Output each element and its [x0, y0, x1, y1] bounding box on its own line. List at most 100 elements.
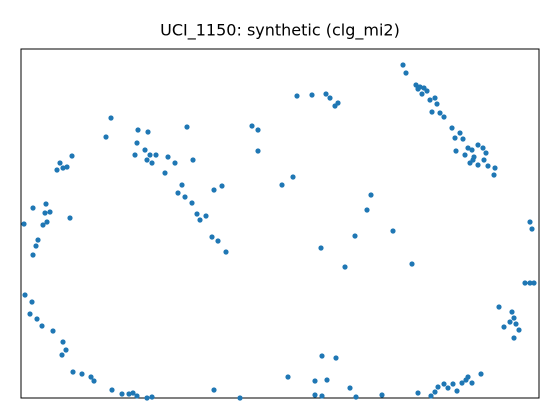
point: [492, 165, 498, 171]
point: [450, 381, 456, 387]
point: [194, 211, 200, 217]
point: [429, 109, 435, 115]
point: [39, 323, 45, 329]
point: [364, 207, 370, 213]
point: [30, 252, 36, 258]
point: [390, 228, 396, 234]
point: [309, 92, 315, 98]
point: [531, 280, 537, 286]
point: [516, 327, 522, 333]
point: [22, 292, 28, 298]
point: [507, 319, 513, 325]
point: [453, 148, 459, 154]
point: [249, 123, 255, 129]
point: [511, 335, 517, 341]
point: [69, 153, 75, 159]
point: [153, 152, 159, 158]
plot-frame: [20, 48, 540, 399]
point: [462, 152, 468, 158]
point: [67, 215, 73, 221]
point: [237, 395, 243, 401]
point: [43, 201, 49, 207]
point: [60, 339, 66, 345]
point: [172, 160, 178, 166]
point: [44, 219, 50, 225]
point: [279, 182, 285, 188]
point: [190, 157, 196, 163]
point: [432, 95, 438, 101]
point: [209, 234, 215, 240]
point: [59, 352, 65, 358]
point: [435, 384, 441, 390]
point: [441, 114, 447, 120]
point: [467, 160, 473, 166]
point: [475, 162, 481, 168]
point: [144, 157, 150, 163]
point: [469, 380, 475, 386]
point: [445, 385, 451, 391]
point: [119, 391, 125, 397]
point: [483, 150, 489, 156]
point: [149, 394, 155, 400]
point: [460, 136, 466, 142]
point: [454, 388, 460, 394]
point: [165, 154, 171, 160]
point: [324, 377, 330, 383]
point: [312, 378, 318, 384]
point: [184, 124, 190, 130]
point: [30, 205, 36, 211]
point: [27, 311, 33, 317]
point: [223, 249, 229, 255]
point: [491, 172, 497, 178]
point: [197, 217, 203, 223]
point: [428, 393, 434, 399]
point: [132, 152, 138, 158]
point: [415, 86, 421, 92]
point: [452, 135, 458, 141]
point: [323, 91, 329, 97]
point: [215, 238, 221, 244]
point: [162, 170, 168, 176]
point: [33, 243, 39, 249]
point: [419, 91, 425, 97]
point: [449, 125, 455, 131]
point: [255, 148, 261, 154]
point: [147, 152, 153, 158]
point: [400, 62, 406, 68]
point: [437, 110, 443, 116]
point: [327, 95, 333, 101]
point: [480, 145, 486, 151]
point: [432, 389, 438, 395]
point: [203, 213, 209, 219]
point: [319, 393, 325, 399]
point: [434, 101, 440, 107]
point: [79, 371, 85, 377]
point: [379, 392, 385, 398]
point: [126, 391, 132, 397]
point: [50, 328, 56, 334]
point: [368, 192, 374, 198]
point: [108, 115, 114, 121]
point: [465, 145, 471, 151]
point: [409, 261, 415, 267]
point: [347, 385, 353, 391]
point: [509, 309, 515, 315]
point: [475, 142, 481, 148]
point: [149, 160, 155, 166]
point: [64, 164, 70, 170]
point: [353, 394, 359, 400]
chart-title: UCI_1150: synthetic (clg_mi2): [160, 21, 400, 41]
point: [42, 210, 48, 216]
point: [496, 304, 502, 310]
point: [91, 378, 97, 384]
point: [285, 374, 291, 380]
point: [427, 97, 433, 103]
point: [413, 82, 419, 88]
point: [459, 380, 465, 386]
point: [294, 93, 300, 99]
point: [481, 157, 487, 163]
point: [318, 245, 324, 251]
point: [134, 393, 140, 399]
point: [485, 163, 491, 169]
point: [130, 390, 136, 396]
